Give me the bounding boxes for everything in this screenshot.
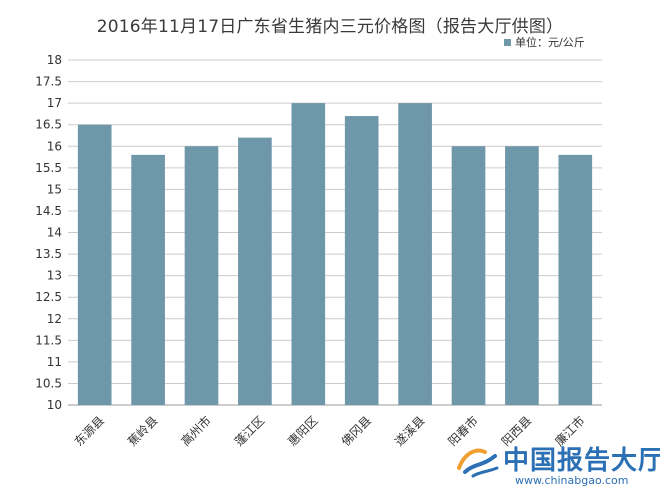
y-tick-label: 10.5: [35, 376, 62, 390]
y-tick-label: 11: [47, 355, 62, 369]
x-tick-label: 惠阳区: [285, 413, 320, 448]
bar: [131, 154, 165, 405]
legend-label: 单位：元/公斤: [515, 36, 585, 49]
logo-name: 中国报告大厅: [503, 446, 660, 476]
y-tick-label: 10: [47, 398, 62, 412]
x-tick-label: 高州市: [178, 413, 214, 449]
y-tick-label: 18: [47, 53, 62, 67]
y-tick-label: 13.5: [35, 247, 62, 261]
y-tick-label: 13: [47, 269, 62, 283]
logo-url: www.chinabgao.com: [515, 474, 629, 487]
legend-swatch: [504, 38, 511, 46]
bar: [238, 137, 272, 405]
y-tick-label: 16: [47, 139, 62, 153]
bar: [398, 103, 432, 405]
y-tick-label: 11.5: [35, 333, 62, 347]
x-tick-label: 蓬江区: [232, 413, 267, 448]
x-tick-label: 蕉岭县: [125, 413, 160, 448]
bar: [291, 103, 326, 405]
x-tick-label: 佛冈县: [339, 413, 374, 448]
y-tick-label: 12.5: [35, 290, 62, 304]
bar: [451, 146, 486, 405]
y-tick-label: 16.5: [35, 118, 62, 132]
chart-title: 2016年11月17日广东省生猪内三元价格图（报告大厅供图）: [96, 17, 564, 37]
chart-legend: 单位：元/公斤: [504, 34, 585, 50]
logo-icon: [457, 448, 499, 478]
y-tick-label: 15.5: [35, 161, 62, 175]
y-tick-label: 14.5: [35, 204, 62, 218]
bar: [505, 146, 539, 405]
bar: [184, 146, 219, 405]
bar: [344, 116, 379, 405]
y-tick-label: 14: [47, 226, 62, 240]
y-tick-label: 17: [47, 96, 62, 110]
y-tick-label: 12: [47, 312, 62, 326]
x-tick-label: 遂溪县: [392, 413, 427, 448]
bar: [77, 124, 112, 405]
watermark-logo: 中国报告大厅 www.chinabgao.com: [455, 440, 660, 495]
x-tick-label: 东源县: [72, 413, 107, 448]
y-tick-label: 15: [47, 182, 62, 196]
y-tick-label: 17.5: [35, 75, 62, 89]
bar: [558, 154, 593, 405]
